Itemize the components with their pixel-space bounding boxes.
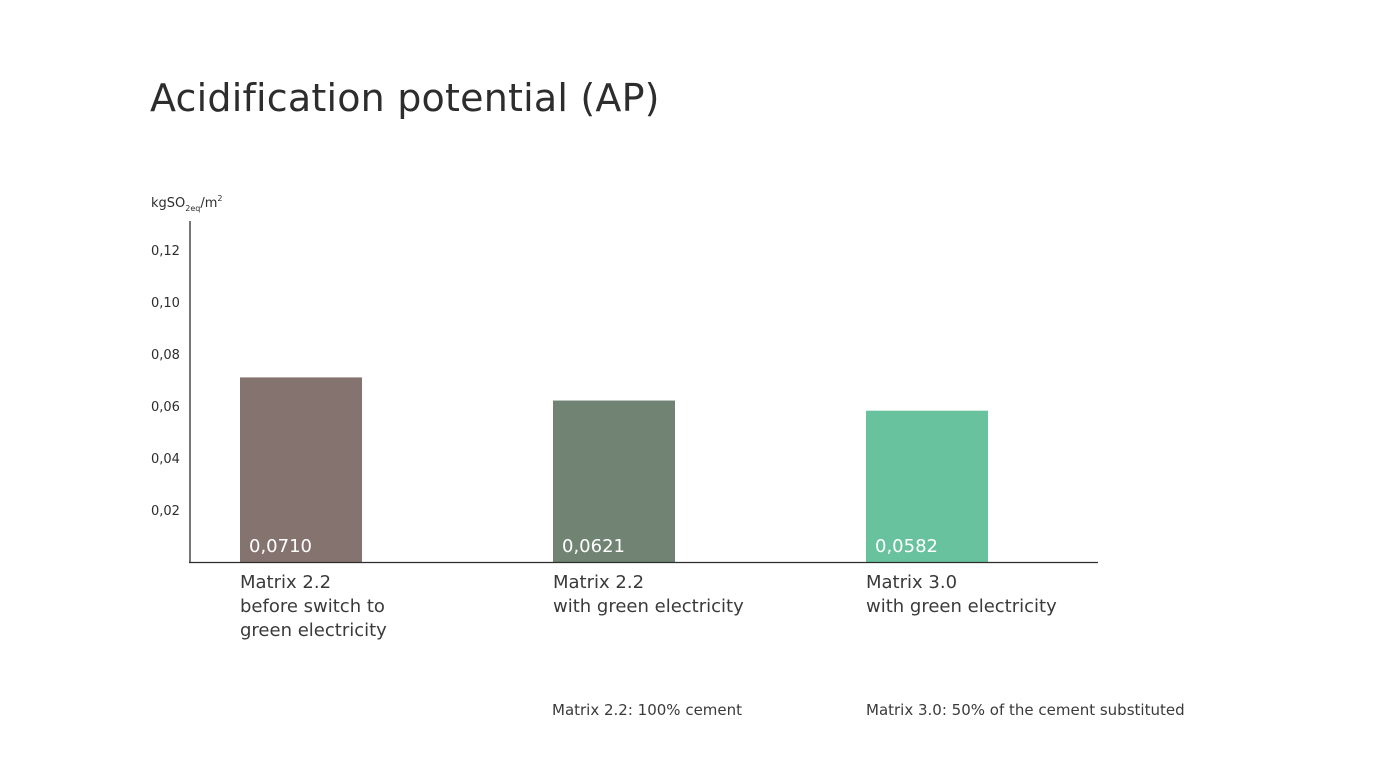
x-category-label-line: with green electricity bbox=[866, 596, 1057, 617]
x-category-label-line: Matrix 2.2 bbox=[553, 572, 645, 593]
x-category-label: Matrix 2.2 before switch to green electric… bbox=[240, 571, 387, 643]
note-matrix-2-2: Matrix 2.2: 100% cement bbox=[552, 701, 743, 719]
y-axis-unit-label: kgSO2eq/m2 bbox=[151, 194, 223, 213]
bar bbox=[866, 410, 988, 562]
y-tick-label: 0,04 bbox=[151, 452, 180, 467]
x-category-label: Matrix 2.2 with green electricity bbox=[553, 571, 744, 619]
value-labels: 0,0710 0,0621 0,0582 bbox=[249, 536, 938, 557]
unit-superscript: 2 bbox=[217, 194, 223, 203]
chart-title: Acidification potential (AP) bbox=[150, 76, 660, 120]
y-tick-labels: 0,02 0,04 0,06 0,08 0,10 0,12 bbox=[151, 244, 180, 519]
bar bbox=[240, 377, 362, 562]
x-category-label-line: Matrix 3.0 bbox=[866, 572, 958, 593]
x-category-label-line: with green electricity bbox=[553, 596, 744, 617]
x-category-label-line: before switch to bbox=[240, 596, 385, 617]
y-tick-label: 0,10 bbox=[151, 296, 180, 311]
bar bbox=[553, 400, 675, 562]
bars bbox=[240, 377, 988, 562]
bar-value-label: 0,0710 bbox=[249, 536, 312, 557]
unit-subscript: 2eq bbox=[185, 204, 201, 213]
note-matrix-3-0: Matrix 3.0: 50% of the cement substitute… bbox=[866, 701, 1185, 719]
unit-base: kgSO bbox=[151, 196, 186, 211]
y-tick-label: 0,02 bbox=[151, 504, 180, 519]
y-tick-label: 0,06 bbox=[151, 400, 180, 415]
x-category-label: Matrix 3.0 with green electricity bbox=[866, 571, 1057, 619]
unit-mid: /m bbox=[200, 196, 218, 211]
x-category-label-line: Matrix 2.2 bbox=[240, 572, 332, 593]
bar-value-label: 0,0582 bbox=[875, 536, 938, 557]
y-tick-label: 0,08 bbox=[151, 348, 180, 363]
x-category-label-line: green electricity bbox=[240, 620, 387, 641]
bar-value-label: 0,0621 bbox=[562, 536, 625, 557]
y-tick-label: 0,12 bbox=[151, 244, 180, 259]
